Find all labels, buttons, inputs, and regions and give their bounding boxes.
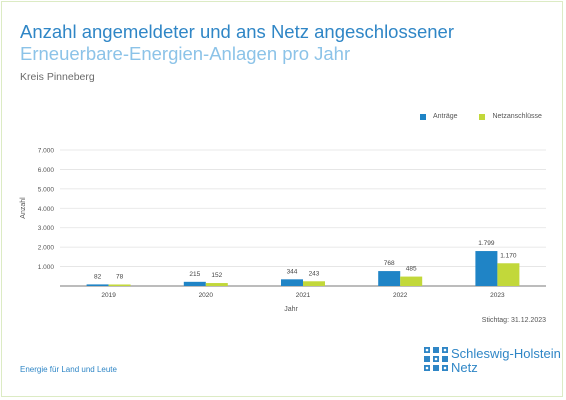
logo-line-2: Netz (451, 360, 478, 375)
data-label: 768 (384, 260, 395, 267)
data-label: 1.799 (478, 240, 495, 247)
logo-line-1: Schleswig-Holstein (451, 346, 561, 361)
x-tick-label: 2020 (199, 292, 214, 299)
y-tick-label: 7.000 (38, 148, 55, 155)
bar-netzanschluesse (108, 284, 131, 286)
schleswig-holstein-netz-logo: Schleswig-Holstein Netz (424, 347, 561, 376)
bar-antraege (475, 251, 498, 286)
data-label: 1.170 (500, 252, 517, 259)
data-label: 215 (189, 271, 200, 278)
bar-netzanschluesse (497, 263, 520, 286)
footer-tagline: Energie für Land und Leute (20, 365, 117, 374)
region-subtitle: Kreis Pinneberg (20, 71, 95, 83)
y-tick-label: 6.000 (38, 167, 55, 174)
data-label: 82 (94, 273, 102, 280)
y-tick-label: 3.000 (38, 225, 55, 232)
chart-title: Anzahl angemeldeter und ans Netz angesch… (20, 21, 454, 65)
data-label: 485 (406, 266, 417, 273)
y-tick-label: 4.000 (38, 206, 55, 213)
legend-item-netzanschluesse: Netzanschlüsse (479, 113, 542, 120)
legend-swatch-netzanschluesse (479, 113, 486, 120)
bar-antraege (86, 284, 109, 286)
bar-antraege (378, 271, 401, 286)
y-axis-label: Anzahl (20, 197, 27, 219)
logo-grid-icon (424, 347, 448, 371)
stichtag-note: Stichtag: 31.12.2023 (481, 317, 546, 324)
data-label: 243 (309, 270, 320, 277)
data-label: 78 (116, 273, 124, 280)
title-line-1: Anzahl angemeldeter und ans Netz angesch… (20, 21, 455, 42)
bar-netzanschluesse (400, 276, 423, 286)
bar-netzanschluesse (205, 283, 228, 286)
x-tick-label: 2021 (296, 292, 311, 299)
bar-antraege (281, 279, 303, 286)
x-tick-label: 2022 (393, 292, 408, 299)
legend-label-antraege: Anträge (433, 113, 458, 120)
x-axis-label: Jahr (284, 306, 298, 313)
legend-swatch-antraege (420, 113, 426, 120)
data-label: 344 (287, 268, 298, 275)
chart-legend: Anträge Netzanschlüsse (420, 113, 542, 122)
legend-item-antraege: Anträge (420, 113, 458, 120)
title-line-2: Erneuerbare-Energien-Anlagen pro Jahr (20, 43, 351, 64)
y-tick-label: 2.000 (38, 245, 55, 252)
logo-text: Schleswig-Holstein Netz (451, 347, 561, 375)
x-tick-label: 2023 (490, 292, 505, 299)
data-label: 152 (211, 272, 222, 279)
x-tick-label: 2019 (101, 292, 116, 299)
legend-label-netzanschluesse: Netzanschlüsse (492, 113, 542, 120)
bar-antraege (183, 281, 206, 286)
y-tick-label: 5.000 (38, 186, 55, 193)
y-tick-label: 1.000 (38, 264, 55, 271)
bar-netzanschluesse (303, 281, 325, 286)
